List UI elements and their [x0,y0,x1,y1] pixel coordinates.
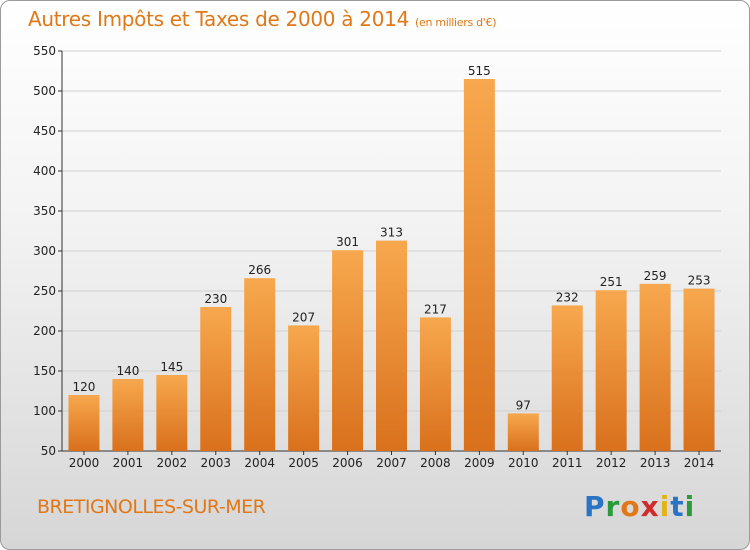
x-tick-label: 2004 [244,456,275,470]
bar [463,79,495,451]
bar [551,305,583,451]
logo-letter: o [620,490,641,523]
y-tick-label: 250 [33,284,56,298]
x-tick-label: 2012 [596,456,627,470]
x-tick-label: 2007 [376,456,407,470]
y-tick-label: 100 [33,404,56,418]
chart-unit: (en milliers d'€) [415,16,497,29]
bar-value-label: 232 [556,290,579,304]
bar-value-label: 207 [292,310,315,324]
bar-value-label: 253 [688,274,711,288]
x-tick-label: 2011 [552,456,583,470]
bar [156,375,188,451]
bar-value-label: 145 [160,360,183,374]
x-tick-label: 2010 [508,456,539,470]
bar [200,307,232,451]
logo-letter: x [640,490,660,523]
x-tick-label: 2001 [113,456,144,470]
bar [112,379,144,451]
y-tick-label: 550 [33,44,56,58]
y-tick-label: 500 [33,84,56,98]
bar-value-label: 140 [116,364,139,378]
bar [595,290,627,451]
y-tick-label: 450 [33,124,56,138]
bar [683,288,715,451]
bar [507,413,539,451]
proxiti-logo: Proxiti [584,490,695,523]
bar-value-label: 230 [204,292,227,306]
chart-title: Autres Impôts et Taxes de 2000 à 2014 (en… [28,7,496,31]
bar-value-label: 301 [336,235,359,249]
bar-value-label: 120 [73,380,96,394]
bar [288,325,320,451]
bar [419,317,451,451]
x-tick-label: 2008 [420,456,451,470]
x-tick-label: 2006 [332,456,363,470]
chart-title-text: Autres Impôts et Taxes de 2000 à 2014 [28,7,409,31]
city-name: BRETIGNOLLES-SUR-MER [37,496,266,518]
bar [332,250,364,451]
logo-letter: r [605,490,621,523]
x-tick-label: 2003 [200,456,231,470]
logo-letter: P [584,490,606,523]
bar [244,278,276,451]
logo-letter: i [684,490,696,523]
bar-value-label: 515 [468,64,491,78]
y-tick-label: 200 [33,324,56,338]
logo-letter: t [670,490,685,523]
bar-value-label: 313 [380,226,403,240]
bar [68,395,100,451]
bar-value-label: 266 [248,263,271,277]
y-tick-label: 300 [33,244,56,258]
x-tick-label: 2002 [157,456,188,470]
x-tick-label: 2013 [640,456,671,470]
bar-value-label: 97 [516,398,531,412]
logo-letter: i [659,490,671,523]
x-tick-label: 2005 [288,456,319,470]
bar [376,240,407,451]
bar-value-label: 217 [424,302,447,316]
x-tick-label: 2014 [684,456,715,470]
bar-value-label: 259 [644,269,667,283]
bar [639,283,671,451]
y-tick-label: 50 [41,444,56,458]
bar-value-label: 251 [600,275,623,289]
y-tick-label: 400 [33,164,56,178]
y-tick-label: 350 [33,204,56,218]
x-tick-label: 2009 [464,456,495,470]
x-tick-label: 2000 [69,456,100,470]
y-tick-label: 150 [33,364,56,378]
